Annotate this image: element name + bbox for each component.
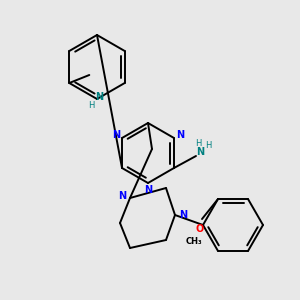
Text: O: O (196, 224, 204, 234)
Text: H: H (88, 101, 95, 110)
Text: N: N (118, 191, 126, 201)
Text: N: N (144, 184, 152, 195)
Text: CH₃: CH₃ (186, 236, 202, 245)
Text: H: H (195, 139, 201, 148)
Text: N: N (179, 210, 187, 220)
Text: N: N (176, 130, 184, 140)
Text: H: H (205, 140, 211, 149)
Text: N: N (95, 92, 104, 103)
Text: N: N (112, 130, 120, 140)
Text: N: N (196, 147, 204, 157)
